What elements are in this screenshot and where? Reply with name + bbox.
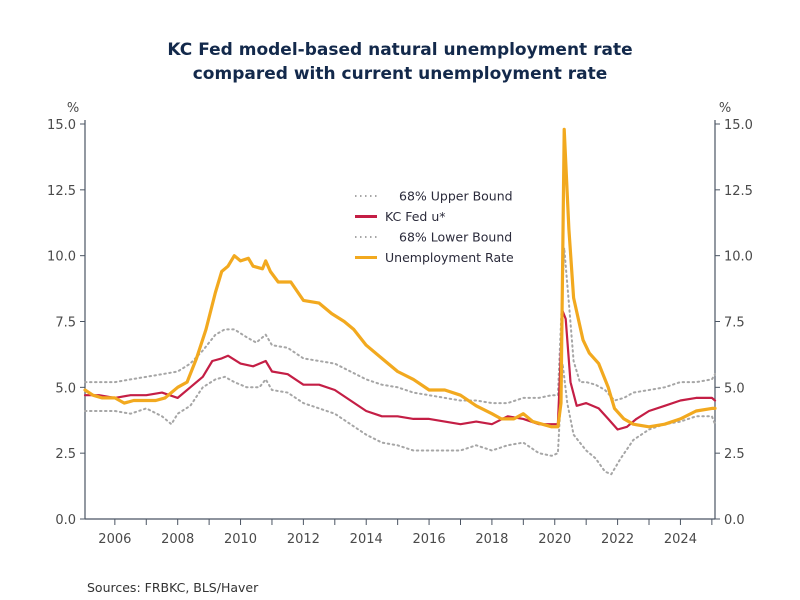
x-tick-label: 2010 (224, 532, 257, 547)
chart-title: KC Fed model-based natural unemployment … (0, 38, 800, 86)
source-note: Sources: FRBKC, BLS/Haver (87, 580, 259, 595)
chart-title-line-1: KC Fed model-based natural unemployment … (167, 40, 633, 60)
y-tick-label-left: 2.5 (55, 447, 76, 462)
x-tick-label: 2018 (475, 532, 508, 547)
y-tick-label-right: 10.0 (724, 250, 753, 265)
x-tick-label: 2016 (413, 532, 446, 547)
y-tick-label-left: 7.5 (55, 316, 76, 331)
y-tick-label-left: 12.5 (47, 184, 76, 199)
y-tick-label-left: 5.0 (55, 381, 76, 396)
series-line-unemployment-rate (83, 127, 717, 429)
y-tick-label-right: 7.5 (724, 316, 745, 331)
axes: % % 0.0 0.0 2.5 2.5 5.0 5.0 7.5 7.5 10.0 10.0 12.5 12… (47, 101, 753, 547)
legend-label-kc-fed-u: KC Fed u* (385, 209, 446, 224)
y-tick-label-right: 15.0 (724, 118, 753, 133)
x-tick-label: 2024 (664, 532, 697, 547)
chart-title-line-2: compared with current unemployment rate (192, 64, 608, 84)
y-tick-label-left: 0.0 (55, 513, 76, 528)
legend-label-unemployment-rate: Unemployment Rate (385, 250, 514, 265)
series-lines (83, 127, 717, 476)
y-tick-label-left: 10.0 (47, 250, 76, 265)
y-tick-label-right: 0.0 (724, 513, 745, 528)
x-tick-label: 2014 (350, 532, 383, 547)
y-tick-label-right: 12.5 (724, 184, 753, 199)
y-tick-label-right: 2.5 (724, 447, 745, 462)
x-tick-label: 2006 (98, 532, 131, 547)
legend: 68% Upper Bound KC Fed u* 68% Lower Bound U… (355, 189, 514, 265)
series-line-68-lower-bound (84, 362, 716, 476)
series-line-68-upper-bound (84, 246, 716, 405)
legend-label-68-upper-bound: 68% Upper Bound (399, 189, 513, 204)
y-tick-label-left: 15.0 (47, 118, 76, 133)
y-axis-left-unit: % (67, 101, 79, 116)
x-tick-label: 2020 (538, 532, 571, 547)
x-tick-label: 2022 (601, 532, 634, 547)
legend-label-68-lower-bound: 68% Lower Bound (399, 230, 512, 245)
x-tick-label: 2008 (161, 532, 194, 547)
series-line-kc-fed-u (83, 309, 717, 431)
x-tick-label: 2012 (287, 532, 320, 547)
y-axis-right-unit: % (719, 101, 731, 116)
y-tick-label-right: 5.0 (724, 381, 745, 396)
